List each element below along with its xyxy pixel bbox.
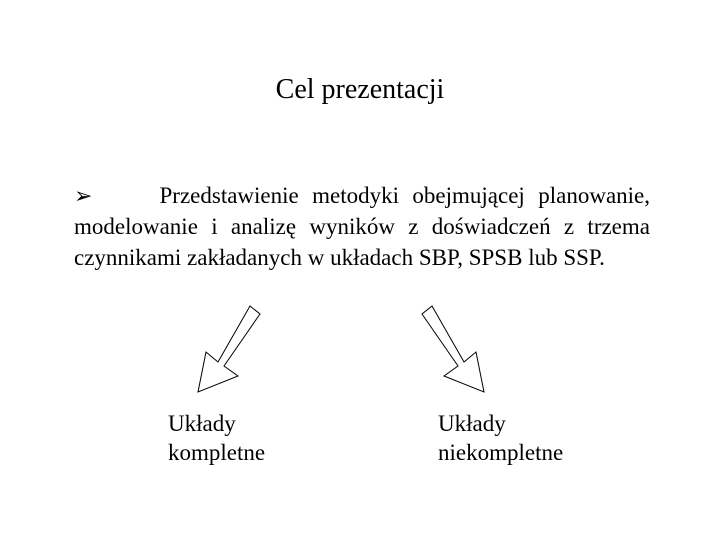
arrow-right-icon xyxy=(418,302,488,398)
bullet-text: Przedstawienie metodyki obejmującej plan… xyxy=(74,183,650,270)
bullet-paragraph: ➢ Przedstawienie metodyki obejmującej pl… xyxy=(74,180,650,273)
label-left: Układy kompletne xyxy=(168,410,265,468)
slide-title: Cel prezentacji xyxy=(0,74,720,106)
label-left-line2: kompletne xyxy=(168,440,265,465)
arrow-right-shape xyxy=(422,306,484,392)
label-left-line1: Układy xyxy=(168,411,236,436)
bullet-glyph-icon: ➢ xyxy=(74,181,92,211)
label-right-line1: Układy xyxy=(438,411,506,436)
label-right-line2: niekompletne xyxy=(438,440,563,465)
arrow-left-shape xyxy=(198,306,260,392)
slide: Cel prezentacji ➢ Przedstawienie metodyk… xyxy=(0,0,720,540)
arrow-left-icon xyxy=(194,302,264,398)
label-right: Układy niekompletne xyxy=(438,410,563,468)
